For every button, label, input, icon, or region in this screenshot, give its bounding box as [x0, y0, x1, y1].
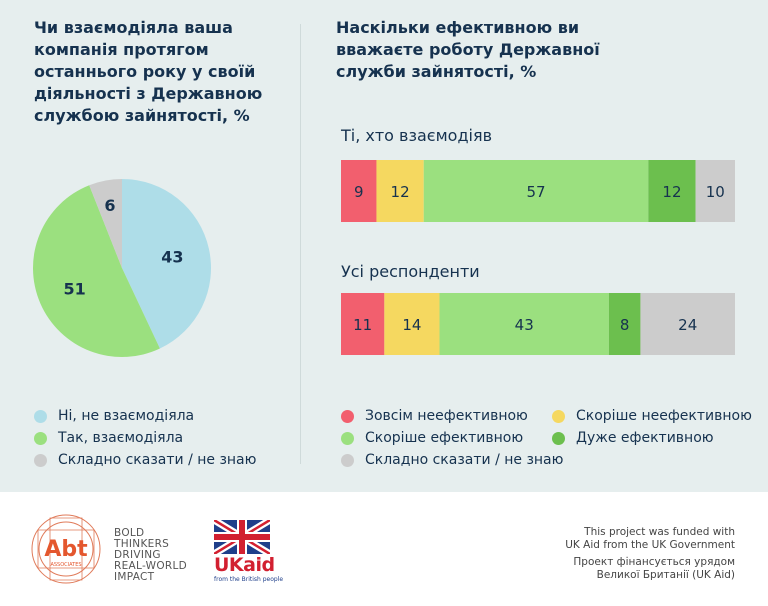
pie-slice — [122, 179, 212, 349]
bar-segment — [423, 160, 649, 222]
footer: Abt ASSOCIATES BOLD THINKERS DRIVING REA… — [0, 492, 768, 606]
bar-segment — [439, 293, 609, 355]
bar-legend-item: Скоріше ефективною — [341, 430, 523, 446]
stacked-bar-chart: 9 12 57 12 10 11 14 43 8 24 — [341, 160, 735, 355]
legend-dot-icon — [552, 431, 565, 445]
bar-segment-label: 43 — [515, 316, 534, 334]
bar-segment — [648, 160, 696, 222]
legend-label: Дуже ефективною — [576, 430, 714, 446]
pie-slice-label: 51 — [63, 280, 85, 299]
legend-dot-icon — [341, 431, 354, 445]
credit-english: This project was funded with UK Aid from… — [565, 526, 735, 551]
bar-legend-item: Зовсім неефективною — [341, 408, 528, 424]
divider — [300, 24, 301, 464]
bar-segment — [376, 160, 424, 222]
legend-dot-icon — [34, 409, 47, 423]
bar-segment-label: 10 — [706, 183, 725, 201]
bar-segment-label: 14 — [402, 316, 421, 334]
bar-segment — [695, 160, 735, 222]
bar-segment — [384, 293, 440, 355]
bar-segment-label: 12 — [662, 183, 681, 201]
ukaid-logo-text: UKaid — [214, 554, 275, 576]
pie-slice-label: 43 — [161, 248, 183, 267]
pie-chart: 43 51 6 — [33, 179, 212, 357]
pie-slice — [89, 179, 122, 268]
infographic-panel: Чи взаємодіяла ваша компанія протягом ос… — [0, 0, 768, 492]
legend-label: Так, взаємодіяла — [58, 430, 184, 446]
legend-dot-icon — [34, 431, 47, 445]
bar-segment-label: 11 — [353, 316, 372, 334]
pie-slice-label: 6 — [104, 196, 115, 215]
legend-dot-icon — [341, 409, 354, 423]
bar-segment-label: 12 — [391, 183, 410, 201]
abt-tagline: BOLD THINKERS DRIVING REAL-WORLD IMPACT — [114, 527, 188, 583]
bar-group-label-2: Усі респонденти — [341, 262, 480, 281]
abt-logo-subtext: ASSOCIATES — [50, 562, 81, 568]
bar-legend-item: Складно сказати / не знаю — [341, 452, 563, 468]
bar-legend-item: Скоріше неефективною — [552, 408, 752, 424]
legend-label: Зовсім неефективною — [365, 408, 528, 424]
bar-chart-title: Наскільки ефективною ви вважаєте роботу … — [336, 18, 600, 81]
uk-flag-icon — [214, 520, 270, 554]
bar-segment — [608, 293, 641, 355]
pie-chart-title: Чи взаємодіяла ваша компанія протягом ос… — [34, 18, 263, 125]
bar-segment — [341, 293, 385, 355]
bar-segment-label: 57 — [526, 183, 545, 201]
abt-logo: Abt ASSOCIATES — [31, 514, 101, 584]
legend-dot-icon — [552, 409, 565, 423]
legend-label: Ні, не взаємодіяла — [58, 408, 195, 424]
legend-dot-icon — [34, 453, 47, 467]
legend-dot-icon — [341, 453, 354, 467]
bar-segment-label: 8 — [620, 316, 630, 334]
abt-logo-text: Abt — [44, 537, 88, 562]
pie-slice — [33, 185, 160, 357]
credit-ukrainian: Проект фінансується урядом Великої Брита… — [573, 556, 735, 581]
bar-segment — [341, 160, 377, 222]
ukaid-sub: from the British people — [214, 576, 284, 583]
bar-segment-label: 9 — [354, 183, 364, 201]
pie-legend-item: Так, взаємодіяла — [34, 430, 183, 446]
bar-segment-label: 24 — [678, 316, 697, 334]
pie-legend-item: Ні, не взаємодіяла — [34, 408, 194, 424]
bar-group-label-1: Ті, хто взаємодіяв — [341, 126, 492, 145]
legend-label: Скоріше ефективною — [365, 430, 524, 446]
bar-legend-item: Дуже ефективною — [552, 430, 714, 446]
legend-label: Складно сказати / не знаю — [58, 452, 257, 468]
bar-segment — [640, 293, 735, 355]
pie-legend-item: Складно сказати / не знаю — [34, 452, 256, 468]
legend-label: Складно сказати / не знаю — [365, 452, 564, 468]
legend-label: Скоріше неефективною — [576, 408, 752, 424]
